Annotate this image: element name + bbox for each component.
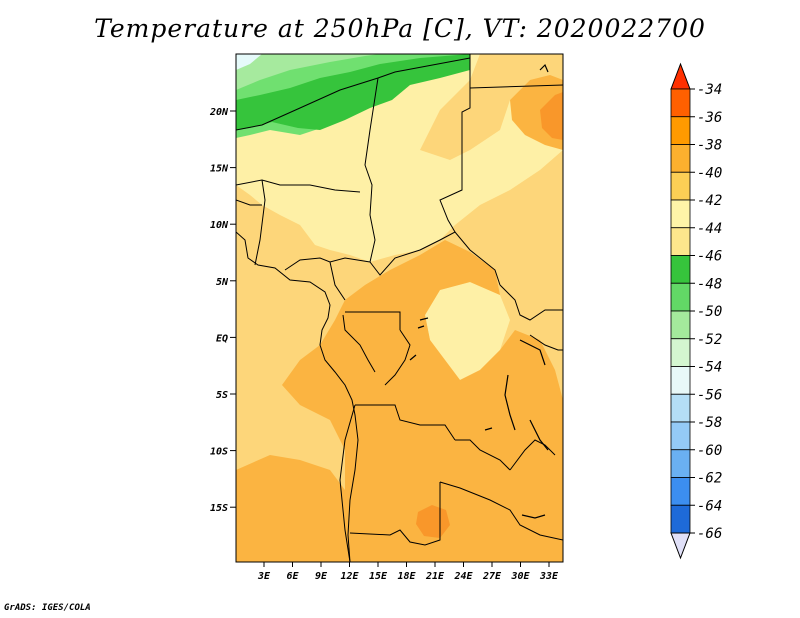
colorbar-label: -48 [697, 276, 722, 292]
colorbar-label: -44 [697, 221, 722, 237]
lon-label: 24E [453, 571, 473, 582]
colorbar-swatch [670, 421, 691, 451]
lat-label: 5S [216, 390, 228, 401]
colorbar-label: -66 [697, 526, 722, 542]
colorbar-label: -62 [697, 471, 722, 487]
colorbar-label: -34 [697, 82, 722, 98]
longitude-axis: 3E 6E 9E 12E 15E 18E 21E 24E 27E 30E 33E [257, 562, 559, 582]
colorbar-swatch [670, 199, 691, 229]
colorbar-swatch [670, 393, 691, 423]
lon-label: 12E [340, 571, 359, 582]
lon-label: 18E [397, 571, 416, 582]
lon-label: 27E [482, 571, 502, 582]
lon-label: 15E [369, 571, 388, 582]
colorbar-swatch [670, 144, 691, 173]
lat-label: 15N [210, 164, 229, 175]
colorbar-label: -56 [697, 387, 722, 403]
colorbar-swatch [670, 504, 691, 534]
colorbar-swatch [670, 88, 691, 118]
lat-label: 20N [209, 107, 229, 118]
colorbar-label: -54 [697, 360, 722, 376]
lat-label: 15S [210, 503, 228, 514]
colorbar-label: -50 [697, 304, 722, 320]
colorbar-label: -40 [697, 165, 722, 181]
colorbar-swatch [670, 116, 691, 145]
colorbar-label: -36 [697, 110, 722, 126]
map-title: Temperature at 250hPa [C], VT: 202002270… [94, 14, 706, 43]
colorbar-top-arrow [670, 62, 691, 90]
colorbar-swatch [670, 449, 691, 478]
coastline [236, 231, 359, 562]
contour-orange-south-west [236, 455, 345, 562]
colorbar-label: -58 [697, 415, 722, 431]
contour-dark-orange-ne [540, 92, 563, 140]
colorbar-swatch [670, 366, 691, 395]
lon-label: 3E [257, 571, 271, 582]
lat-label: 10S [210, 447, 228, 458]
colorbar-swatch [670, 227, 691, 256]
colorbar-label: -52 [697, 332, 722, 348]
colorbar-swatch [670, 171, 691, 201]
colorbar-swatch [670, 477, 691, 506]
lon-label: 21E [425, 571, 445, 582]
colorbar: -34 -36 -38 -40 -42 -44 -46 -48 -50 -52 -54 -56 -58 -… [670, 62, 722, 560]
great-lakes [409, 63, 549, 519]
colorbar-label: -38 [697, 138, 722, 154]
country-borders [236, 54, 563, 562]
lon-label: 6E [286, 571, 299, 582]
contour-pale-cyan [236, 54, 262, 70]
latitude-axis: 20N 15N 10N 5N EQ 5S 10S 15S [209, 107, 236, 514]
contour-light-east [425, 282, 510, 380]
lon-label: 33E [539, 571, 559, 582]
colorbar-swatch [670, 282, 691, 312]
colorbar-bottom-arrow [670, 532, 691, 560]
colorbar-label: -60 [697, 443, 722, 459]
map-frame [235, 53, 564, 563]
colorbar-swatch [670, 338, 691, 367]
colorbar-swatch [670, 255, 691, 284]
lon-label: 30E [510, 571, 530, 582]
colorbar-label: -46 [697, 249, 722, 265]
temperature-field [236, 54, 563, 562]
colorbar-label: -64 [697, 498, 722, 514]
lat-label: 10N [210, 220, 229, 231]
lat-label: 5N [216, 277, 229, 288]
contour-dark-orange-south [416, 505, 450, 538]
lon-label: 9E [315, 571, 328, 582]
colorbar-label: -42 [697, 193, 722, 209]
contour-orange-central [282, 240, 563, 562]
credit-text: GrADS: IGES/COLA [4, 603, 91, 613]
colorbar-swatch [670, 310, 691, 340]
lat-label: EQ [216, 333, 228, 344]
